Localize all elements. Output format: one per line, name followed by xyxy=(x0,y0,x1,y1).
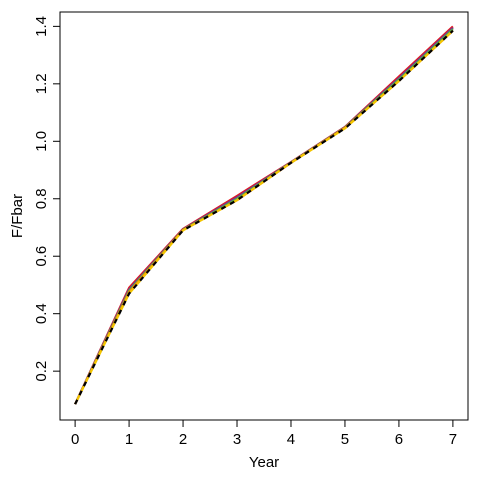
x-tick-label: 4 xyxy=(287,431,295,448)
x-tick-label: 0 xyxy=(71,431,79,448)
series-line-5 xyxy=(74,29,454,405)
series-layer xyxy=(74,25,454,405)
x-axis: 0 1 2 3 4 5 6 7 xyxy=(71,419,457,448)
y-axis: 0.2 0.4 0.6 0.8 1.0 1.2 1.4 xyxy=(33,16,61,382)
y-tick-label: 0.2 xyxy=(33,361,50,382)
x-tick-label: 3 xyxy=(233,431,241,448)
x-tick-label: 1 xyxy=(125,431,133,448)
y-tick-label: 0.6 xyxy=(33,246,50,267)
x-tick-label: 5 xyxy=(341,431,349,448)
y-tick-label: 1.4 xyxy=(33,16,50,37)
x-tick-label: 2 xyxy=(179,431,187,448)
y-tick-label: 1.0 xyxy=(33,131,50,152)
y-axis-label: F/Fbar xyxy=(9,194,26,238)
x-tick-label: 7 xyxy=(449,431,457,448)
y-tick-label: 1.2 xyxy=(33,73,50,94)
x-axis-label: Year xyxy=(249,454,279,471)
x-tick-label: 6 xyxy=(395,431,403,448)
series-line-6 xyxy=(74,29,454,405)
y-tick-label: 0.4 xyxy=(33,303,50,324)
series-line-3 xyxy=(74,28,454,405)
y-tick-label: 0.8 xyxy=(33,188,50,209)
series-line-4 xyxy=(74,29,454,405)
